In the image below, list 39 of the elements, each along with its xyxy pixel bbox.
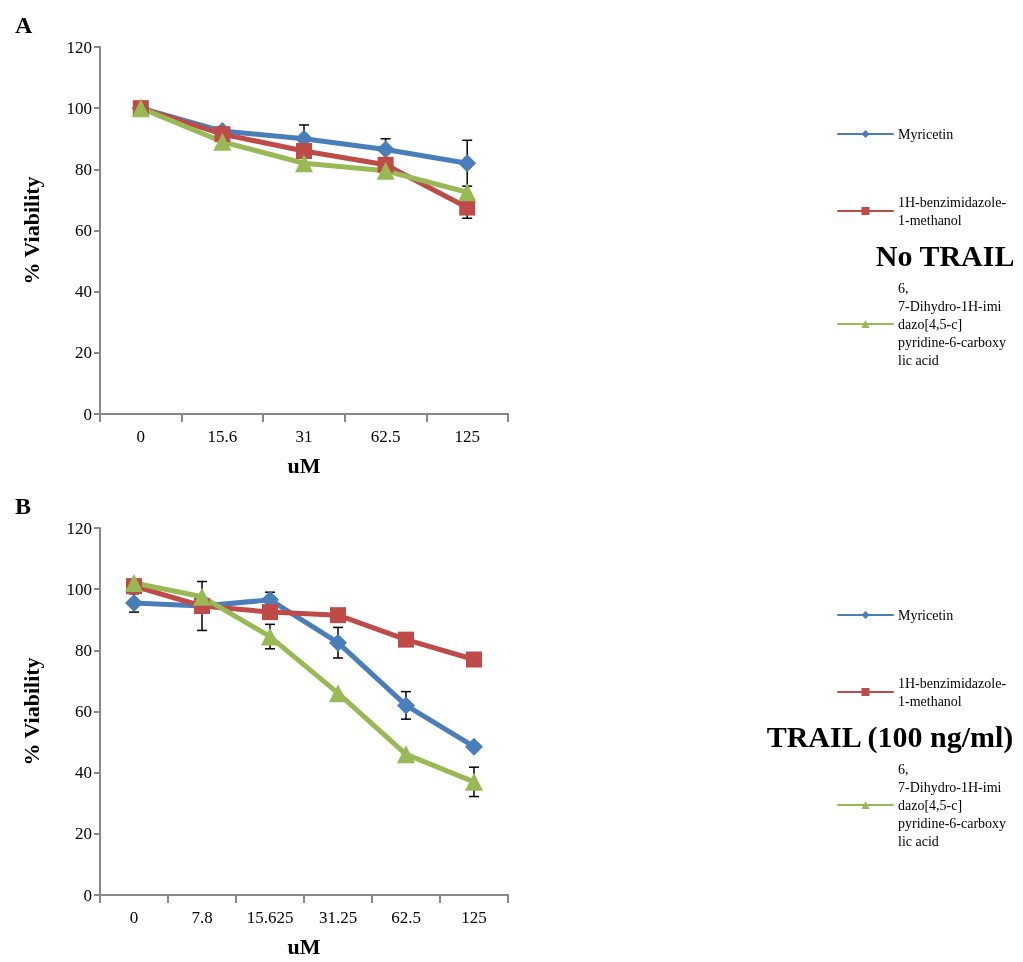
y-tick-label: 40 [75, 763, 92, 783]
x-tick-label: 31 [295, 427, 313, 446]
y-tick-label: 120 [66, 37, 92, 57]
x-tick-label: 31.25 [318, 908, 358, 927]
x-tick-label: 62.5 [391, 908, 421, 927]
chart-title: B [15, 493, 32, 519]
y-tick-label: 20 [75, 343, 92, 363]
y-tick-label: 80 [75, 640, 92, 660]
legend-label: 6,7-Dihydro-1H-imidazo[4,5-c]pyridine-6-carboxylic acid [898, 280, 1007, 368]
x-tick-label: 7.8 [191, 908, 213, 927]
y-axis-title: % Viability [18, 176, 44, 285]
x-axis-title: uM [287, 933, 321, 959]
y-tick-label: 40 [75, 282, 92, 302]
legend-label: 1H-benzimidazole-1-methanol [898, 194, 1007, 228]
y-tick-label: 80 [75, 159, 92, 179]
legend-label: 6,7-Dihydro-1H-imidazo[4,5-c]pyridine-6-carboxylic acid [898, 761, 1007, 849]
x-tick-label: 62.5 [370, 427, 401, 446]
x-tick-label: 0 [136, 427, 146, 446]
y-tick-label: 20 [75, 824, 92, 844]
x-tick-label: 125 [461, 908, 487, 927]
y-tick-label: 120 [66, 518, 92, 538]
x-tick-label: 15.625 [246, 908, 294, 927]
legend-label: 1H-benzimidazole-1-methanol [898, 675, 1007, 709]
x-tick-label: 15.6 [207, 427, 238, 446]
y-tick-label: 60 [75, 702, 92, 721]
text: TRAIL (100 ng/ml) [766, 719, 1014, 754]
chart-title: A [15, 12, 33, 38]
y-tick-label: 0 [83, 404, 92, 424]
text: No TRAIL [875, 238, 1015, 272]
x-tick-label: 125 [454, 427, 480, 446]
legend-label: Myricetin [898, 607, 954, 623]
y-axis-title: % Viability [18, 657, 44, 766]
legend-label: Myricetin [898, 126, 954, 142]
y-tick-label: 100 [66, 98, 92, 118]
y-tick-label: 0 [83, 885, 92, 905]
y-tick-label: 100 [66, 579, 92, 599]
y-tick-label: 60 [75, 221, 92, 240]
x-axis-title: uM [287, 452, 321, 478]
x-tick-label: 0 [129, 908, 139, 927]
